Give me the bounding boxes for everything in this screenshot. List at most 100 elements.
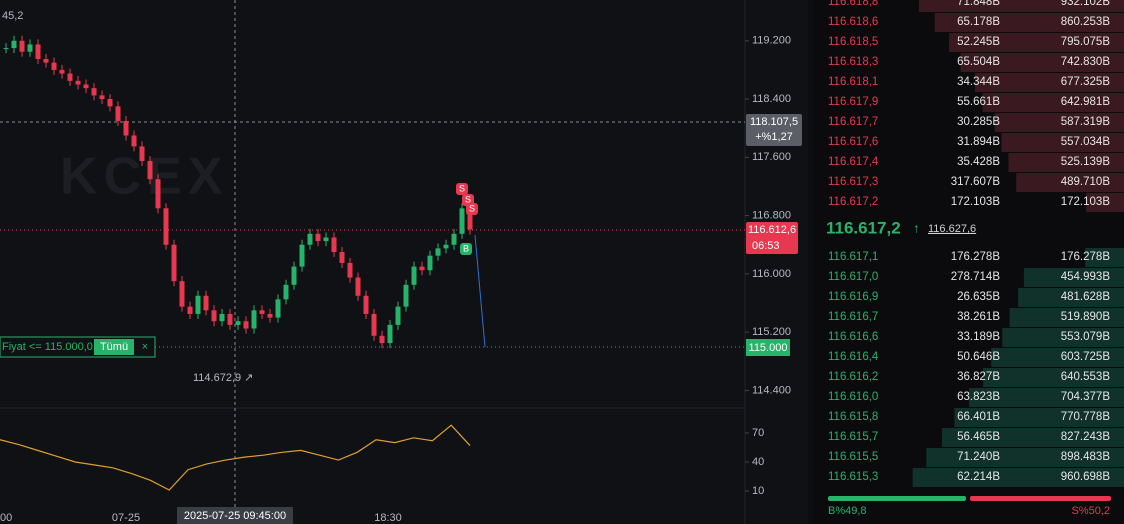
candle — [443, 244, 449, 249]
chart-bg — [0, 0, 808, 524]
order-price: 115.000 — [749, 342, 788, 354]
depth-bar — [1016, 173, 1124, 192]
candle — [91, 88, 97, 96]
candle — [283, 284, 289, 300]
projection — [474, 234, 486, 348]
mid-arrow: ↑ — [913, 220, 920, 235]
candle — [59, 69, 65, 74]
ob-price: 116.618,3 — [828, 56, 878, 68]
candle — [355, 277, 361, 296]
mark-price: 116.627,6 — [928, 223, 976, 235]
signal-badge — [466, 203, 478, 215]
candle — [147, 160, 153, 180]
ob-amount: 50.646B — [957, 351, 1000, 363]
buy-bar — [828, 496, 966, 501]
order-label: Fiyat <= 115.000,0 — [2, 341, 93, 353]
sell-pct: S%50,2 — [1071, 505, 1110, 517]
depth-bar — [912, 468, 1124, 487]
candle — [435, 248, 441, 256]
ob-total: 742.830B — [1061, 56, 1111, 68]
candle — [259, 310, 265, 314]
ob-amount: 34.344B — [957, 76, 1000, 88]
candle — [163, 208, 169, 245]
signal: S — [459, 183, 465, 193]
candle — [11, 40, 17, 49]
order-all[interactable]: Tümü — [100, 341, 128, 353]
candle — [187, 306, 193, 314]
depth-bar — [918, 0, 1124, 12]
ob-total: 642.981B — [1061, 96, 1111, 108]
y-tick-label: 117.600 — [752, 151, 791, 163]
candle — [371, 313, 377, 336]
mid-price: 116.617,2 — [826, 218, 901, 237]
ob-amount: 35.428B — [957, 156, 1000, 168]
candle — [35, 44, 41, 60]
ob-amount: 31.894B — [957, 136, 1000, 148]
ob-price: 116.615,5 — [828, 451, 878, 463]
candle — [235, 321, 241, 325]
signal: S — [465, 194, 471, 204]
candle — [387, 324, 393, 344]
candle — [427, 255, 433, 271]
ob-amount: 71.240B — [957, 451, 1000, 463]
ob-amount: 66.401B — [957, 411, 1000, 423]
candle — [323, 237, 329, 242]
depth-bar — [991, 348, 1124, 367]
signal: B — [463, 243, 469, 253]
ob-total: 827.243B — [1061, 431, 1111, 443]
ob-total: 525.139B — [1061, 156, 1111, 168]
order-close[interactable]: × — [142, 341, 148, 353]
low-label: 114.672,9 ↗ — [193, 372, 253, 384]
x-tick-label: 18:30 — [374, 512, 402, 524]
ob-total: 960.698B — [1061, 471, 1111, 483]
ob-price: 116.617,6 — [828, 136, 878, 148]
depth-bar — [974, 73, 1124, 92]
candle — [403, 284, 409, 307]
ob-amount: 33.189B — [957, 331, 1000, 343]
ob-total: 932.102B — [1061, 0, 1111, 8]
candle — [363, 295, 369, 314]
depth-bar — [949, 33, 1124, 52]
candle — [75, 80, 81, 85]
order-price-badge — [746, 339, 790, 356]
depth-bar — [1008, 153, 1124, 172]
candle — [83, 84, 89, 89]
buy-pct: B%49,8 — [828, 505, 867, 517]
candle — [243, 321, 249, 329]
y-tick-label: 114.400 — [752, 384, 791, 396]
depth-bar — [982, 93, 1124, 112]
ob-total: 860.253B — [1061, 16, 1111, 28]
countdown: 06:53 — [752, 240, 780, 252]
ob-price: 116.616,9 — [828, 291, 878, 303]
candle — [299, 244, 305, 267]
candle — [451, 233, 457, 245]
y-tick-label: 116.800 — [752, 210, 791, 222]
candle — [203, 295, 209, 311]
candle — [139, 146, 145, 161]
candle — [307, 233, 313, 245]
depth-bar — [1018, 288, 1124, 307]
y-tick-label: 70 — [752, 427, 764, 439]
candle — [123, 120, 129, 136]
candle — [27, 44, 33, 52]
ob-price: 116.617,2 — [828, 196, 878, 208]
depth-bar — [1023, 268, 1124, 287]
ob-total: 172.103B — [1061, 196, 1111, 208]
candle — [19, 40, 25, 52]
candle — [331, 237, 337, 253]
candle — [251, 310, 257, 329]
ob-amount: 38.261B — [957, 311, 1000, 323]
depth-bar — [1001, 133, 1124, 152]
candle — [131, 135, 137, 147]
depth-bar — [934, 13, 1124, 32]
y-tick-label: 118.400 — [752, 93, 791, 105]
order-all-btn[interactable] — [94, 339, 134, 355]
ob-price: 116.618,1 — [828, 76, 878, 88]
ob-total: 519.890B — [1061, 311, 1111, 323]
ob-price: 116.617,7 — [828, 116, 878, 128]
candle — [99, 95, 105, 100]
candle — [195, 295, 201, 314]
candle — [419, 266, 425, 271]
ob-amount: 172.103B — [951, 196, 1001, 208]
